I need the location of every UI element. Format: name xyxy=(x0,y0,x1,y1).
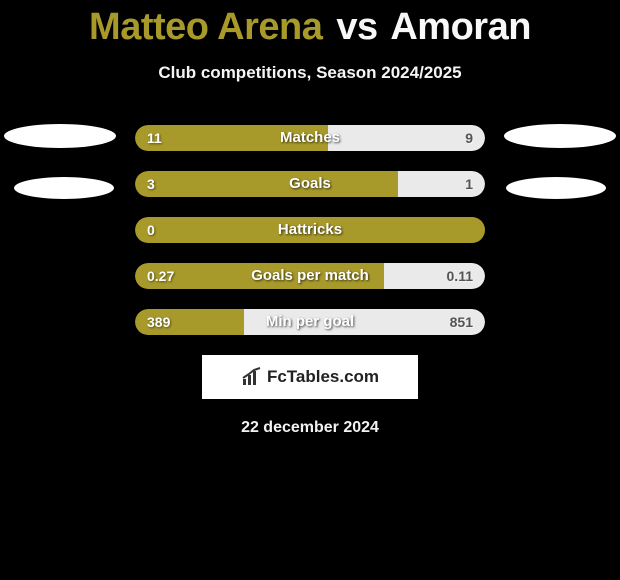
chart-icon xyxy=(241,367,263,387)
stat-right-value: 851 xyxy=(450,314,473,330)
stat-right: 9 xyxy=(328,125,486,151)
comparison-widget: Matteo Arena vs Amoran Club competitions… xyxy=(0,0,620,437)
avatar-placeholder-left-top xyxy=(4,124,116,148)
stat-left-value: 3 xyxy=(147,176,155,192)
vs-label: vs xyxy=(336,6,377,48)
stat-right: 851 xyxy=(244,309,486,335)
player2-name: Amoran xyxy=(390,6,531,48)
stat-left-value: 0 xyxy=(147,222,155,238)
stat-left: 0 xyxy=(135,217,485,243)
stat-left-value: 11 xyxy=(147,130,162,146)
date-label: 22 december 2024 xyxy=(0,419,620,437)
stat-bars: 11 9 Matches 3 1 Goals 0 xyxy=(135,125,485,335)
stat-left-value: 0.27 xyxy=(147,268,174,284)
stats-area: 11 9 Matches 3 1 Goals 0 xyxy=(0,125,620,437)
page-title: Matteo Arena vs Amoran xyxy=(0,0,620,49)
stat-row-goals: 3 1 Goals xyxy=(135,171,485,197)
stat-left: 389 xyxy=(135,309,244,335)
subtitle: Club competitions, Season 2024/2025 xyxy=(0,63,620,83)
avatar-placeholder-right-bottom xyxy=(506,177,606,199)
avatar-placeholder-right-top xyxy=(504,124,616,148)
stat-left-value: 389 xyxy=(147,314,170,330)
stat-right-value: 9 xyxy=(465,130,473,146)
stat-right-value: 1 xyxy=(465,176,473,192)
stat-left: 0.27 xyxy=(135,263,384,289)
stat-right: 1 xyxy=(398,171,486,197)
stat-row-gpm: 0.27 0.11 Goals per match xyxy=(135,263,485,289)
source-logo[interactable]: FcTables.com xyxy=(202,355,418,399)
stat-left: 11 xyxy=(135,125,328,151)
stat-row-matches: 11 9 Matches xyxy=(135,125,485,151)
player1-name: Matteo Arena xyxy=(89,6,322,48)
stat-row-hattricks: 0 0 Hattricks xyxy=(135,217,485,243)
stat-right-value: 0.11 xyxy=(447,268,473,284)
logo-text: FcTables.com xyxy=(267,367,379,387)
stat-row-mpg: 389 851 Min per goal xyxy=(135,309,485,335)
avatar-placeholder-left-bottom xyxy=(14,177,114,199)
stat-right: 0.11 xyxy=(384,263,486,289)
stat-left: 3 xyxy=(135,171,398,197)
